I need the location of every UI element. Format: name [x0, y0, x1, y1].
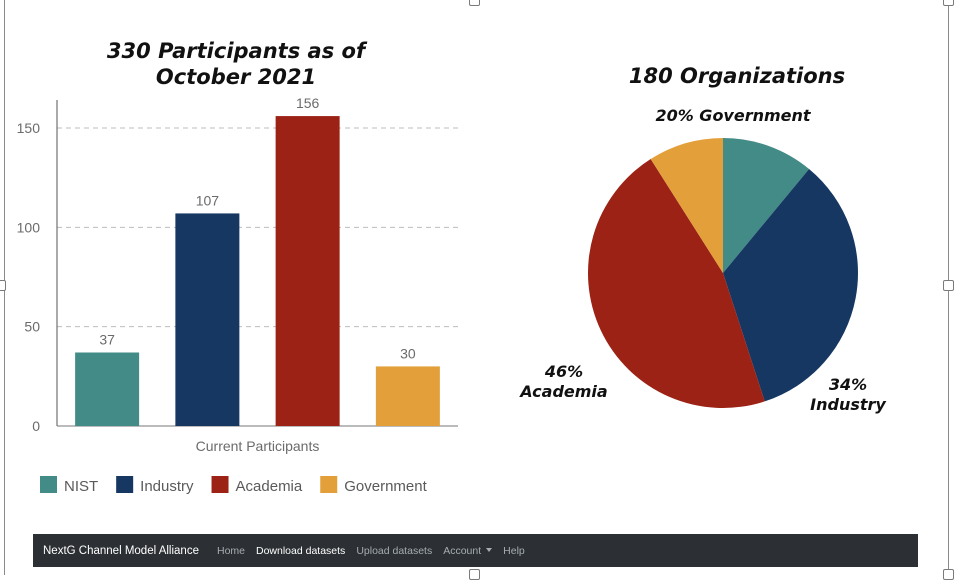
pie-annotation: 34% [829, 375, 867, 394]
pie-annotation: Industry [810, 395, 886, 414]
pie-slice [587, 159, 765, 408]
legend-label: NIST [64, 478, 98, 495]
legend-label: Industry [140, 478, 194, 495]
nav-account-dropdown[interactable]: Account [443, 544, 493, 557]
bar [175, 213, 240, 426]
x-axis-label: Current Participants [196, 438, 320, 454]
bar-chart-title-line: 330 Participants as of [107, 39, 368, 63]
bar-value-label: 30 [400, 345, 416, 361]
bar [75, 352, 140, 426]
bar-value-label: 156 [296, 95, 320, 111]
nav-upload-datasets-link[interactable]: Upload datasets [356, 544, 433, 557]
bar-value-label: 37 [99, 331, 115, 347]
legend-swatch [116, 476, 134, 493]
legend-swatch [320, 476, 338, 493]
y-tick-label: 0 [32, 418, 40, 434]
nav-account-label: Account [443, 544, 482, 557]
resize-handle-top-right[interactable] [943, 0, 954, 6]
bar-value-label: 107 [196, 192, 220, 208]
pie-chart-title: 180 Organizations [629, 64, 845, 88]
pie-annotation: 20% Government [655, 106, 811, 125]
navbar: NextG Channel Model Alliance Home Downlo… [33, 534, 918, 567]
nav-download-datasets-link[interactable]: Download datasets [256, 544, 346, 557]
pie-slice [723, 138, 810, 273]
y-tick-label: 100 [17, 219, 41, 235]
pie-slice [650, 138, 723, 273]
pie-annotation: 46% [544, 362, 583, 381]
legend-swatch [40, 476, 57, 493]
resize-handle-left[interactable] [0, 280, 6, 291]
resize-handle-top[interactable] [469, 0, 480, 6]
caret-down-icon [486, 547, 493, 552]
bar [275, 116, 340, 426]
pie-annotation: Academia [518, 382, 607, 401]
resize-handle-right[interactable] [943, 280, 954, 291]
bar-chart-title-line: October 2021 [156, 65, 316, 89]
y-tick-label: 150 [17, 120, 41, 136]
legend-swatch [211, 476, 229, 493]
nav-help-link[interactable]: Help [503, 544, 525, 557]
pie-slice [723, 168, 858, 402]
legend-label: Academia [236, 478, 303, 495]
nav-home-link[interactable]: Home [216, 544, 245, 557]
y-tick-label: 50 [24, 319, 40, 335]
bar [375, 366, 440, 426]
navbar-brand[interactable]: NextG Channel Model Alliance [43, 544, 199, 557]
legend-label: Government [344, 478, 427, 495]
